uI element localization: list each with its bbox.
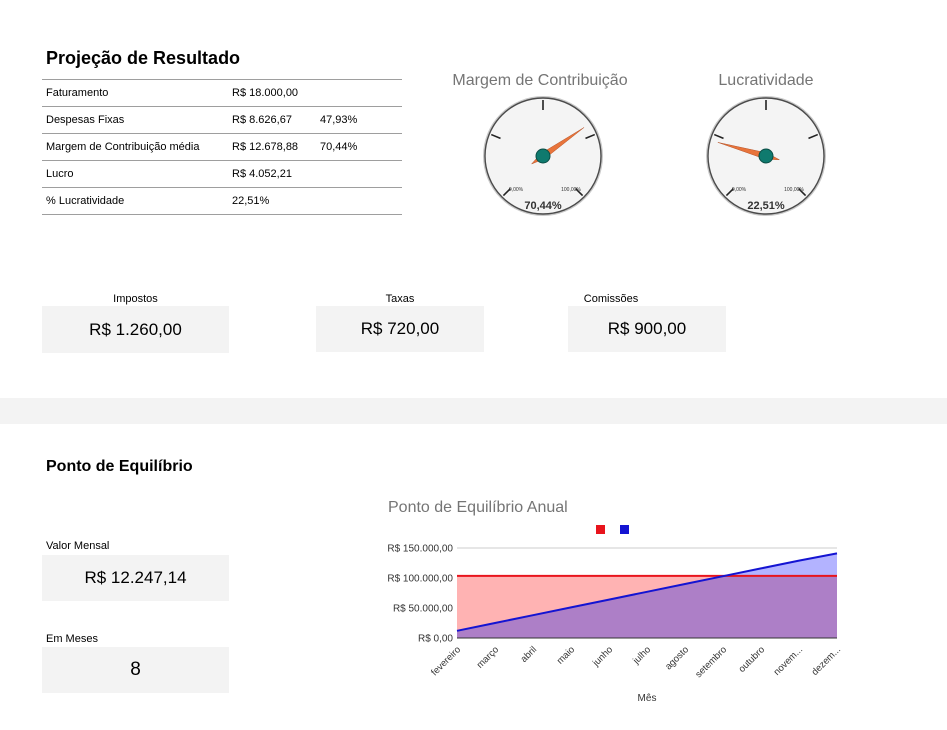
x-tick-label: novem... [772,644,806,678]
legend-swatch-blue [620,525,629,534]
gauge-value-label: 70,44% [524,200,562,212]
valor-mensal-label: Valor Mensal [46,540,110,552]
gauge-margem-title: Margem de Contribuição [452,72,628,89]
gauge-margem: 0,00% 100,00% 70,44% [483,96,603,216]
gauge-tick [502,187,512,197]
row-percent: 70,44% [316,133,402,161]
break-even-chart: R$ 0,00 R$ 50.000,00 R$ 100.000,00 R$ 150.0… [387,525,844,704]
em-meses-label: Em Meses [46,633,98,645]
x-tick-label: março [475,644,501,670]
row-label: % Lucratividade [42,187,228,215]
row-label: Faturamento [42,79,228,107]
em-meses-value: 8 [42,647,229,693]
x-tick-label: maio [555,644,577,666]
row-label: Margem de Contribuição média [42,133,228,161]
x-axis-label: Mês [638,693,657,704]
projecao-table: Faturamento R$ 18.000,00 Despesas Fixas R$ … [42,79,402,215]
series-1-area [457,553,837,576]
gauge-tick [808,133,819,140]
projecao-row: Margem de Contribuição média R$ 12.678,88… [42,133,402,161]
y-tick-label: R$ 100.000,00 [387,574,453,585]
projecao-row: Faturamento R$ 18.000,00 [42,79,402,107]
gauge-tick [797,187,807,197]
gauge-value-label: 22,51% [747,200,785,212]
overlap-area [457,575,837,638]
row-percent [316,79,402,107]
valor-mensal-value: R$ 12.247,14 [42,555,229,601]
comissoes-value: R$ 900,00 [568,306,726,352]
series-1-line [456,552,838,632]
x-tick-label: setembro [693,644,729,680]
projecao-row: Despesas Fixas R$ 8.626,67 47,93% [42,106,402,134]
x-tick-label: junho [590,644,615,669]
gauge-tick [574,187,584,197]
impostos-label: Impostos [113,293,158,305]
gauge-tick [490,133,501,140]
gauge-hub [535,148,551,164]
y-tick-label: R$ 150.000,00 [387,544,453,555]
row-label: Lucro [42,160,228,188]
x-tick-label: julho [630,644,653,667]
x-tick-label: agosto [663,644,691,672]
gauge-min-label: 0,00% [509,187,524,193]
comissoes-label: Comissões [583,293,639,305]
y-tick-label: R$ 50.000,00 [393,604,453,615]
projecao-row: Lucro R$ 4.052,21 [42,160,402,188]
taxas-value: R$ 720,00 [316,306,484,352]
row-percent: 47,93% [316,106,402,134]
projecao-title: Projeção de Resultado [46,48,241,68]
row-percent [316,160,402,188]
row-value: 22,51% [228,187,316,215]
gauge-max-label: 100,00% [561,187,581,193]
gauge-tick [725,187,735,197]
row-value: R$ 4.052,21 [228,160,316,188]
chart-title: Ponto de Equilíbrio Anual [388,499,568,516]
gauge-min-label: 0,00% [732,187,747,193]
row-value: R$ 18.000,00 [228,79,316,107]
x-tick-label: outubro [737,644,768,675]
row-value: R$ 12.678,88 [228,133,316,161]
section-divider [0,398,947,424]
gauge-lucratividade-title: Lucratividade [718,72,814,89]
gauge-tick [585,133,596,140]
gauge-hub [758,148,774,164]
impostos-value: R$ 1.260,00 [42,306,229,353]
equilibrio-title: Ponto de Equilíbrio [46,458,193,475]
x-tick-label: dezem... [810,644,844,678]
gauge-lucratividade: 0,00% 100,00% 22,51% [706,96,826,216]
projecao-row: % Lucratividade 22,51% [42,187,402,215]
row-value: R$ 8.626,67 [228,106,316,134]
legend-swatch-red [596,525,605,534]
taxas-label: Taxas [385,293,415,305]
x-tick-label: abril [519,644,539,664]
gauge-tick [713,133,724,140]
row-percent [316,187,402,215]
row-label: Despesas Fixas [42,106,228,134]
x-tick-label: fevereiro [429,644,463,678]
gauge-max-label: 100,00% [784,187,804,193]
y-tick-label: R$ 0,00 [418,634,453,645]
